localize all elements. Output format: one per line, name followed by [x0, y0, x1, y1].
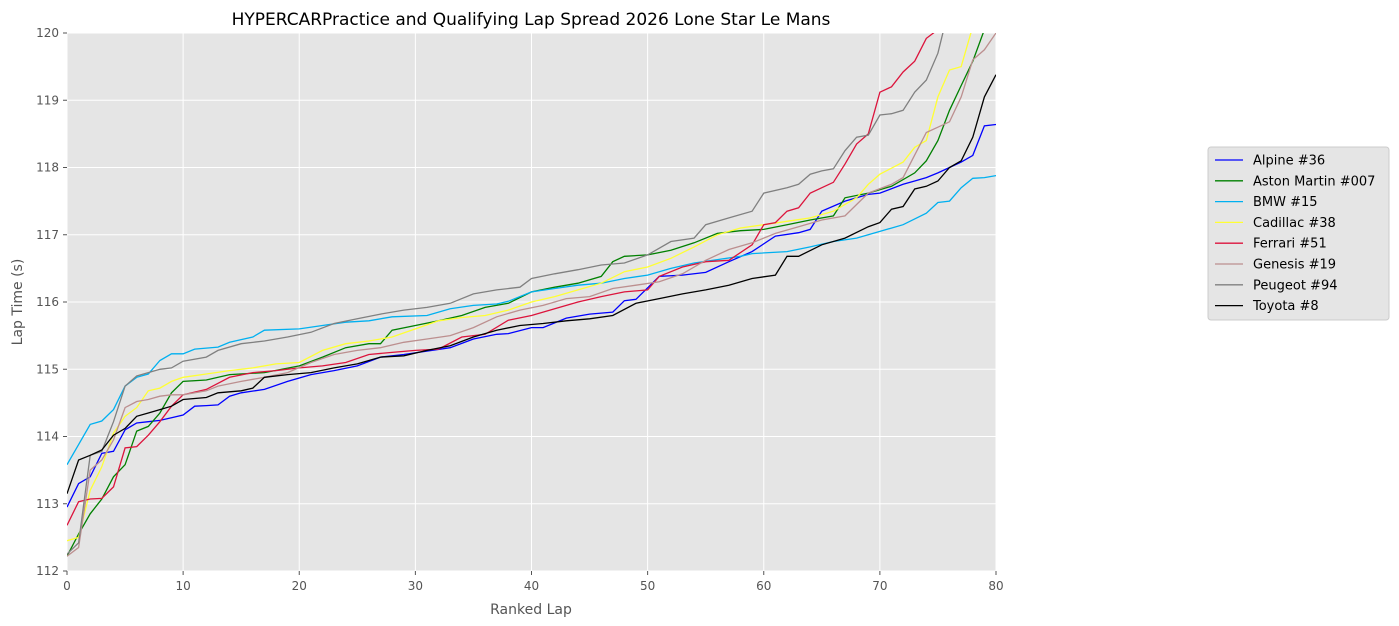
x-axis-label: Ranked Lap: [490, 602, 572, 618]
y-tick-label: 120: [36, 26, 59, 40]
y-tick-label: 115: [36, 362, 59, 376]
y-tick-label: 113: [36, 497, 59, 511]
y-tick-label: 116: [36, 295, 59, 309]
legend-entry: Cadillac #38: [1253, 216, 1336, 231]
x-tick-label: 80: [988, 579, 1003, 593]
series-line: [67, 33, 935, 526]
y-tick-label: 112: [36, 564, 59, 578]
series-lines: [67, 33, 996, 557]
y-tick-label: 118: [36, 161, 59, 175]
legend-entry: Ferrari #51: [1253, 237, 1327, 252]
legend-entry: BMW #15: [1253, 195, 1318, 210]
legend-entry: Toyota #8: [1252, 299, 1319, 314]
axis-ticks: 0 10 20 30 40 50 60 70 80 112 113 114 115 116 117 118 11…: [36, 26, 1004, 593]
x-tick-label: 0: [63, 579, 71, 593]
x-tick-label: 20: [292, 579, 307, 593]
series-line: [67, 123, 996, 508]
y-axis-label: Lap Time (s): [10, 259, 26, 346]
y-tick-label: 114: [36, 430, 59, 444]
x-tick-label: 60: [756, 579, 771, 593]
chart-title: HYPERCARPractice and Qualifying Lap Spre…: [232, 10, 831, 30]
legend-entry: Alpine #36: [1253, 154, 1325, 169]
x-tick-label: 30: [408, 579, 423, 593]
series-line: [67, 33, 996, 557]
y-tick-label: 117: [36, 228, 59, 242]
series-line: [67, 174, 996, 466]
x-tick-label: 10: [175, 579, 190, 593]
series-line: [67, 33, 972, 542]
legend-frame: [1207, 146, 1390, 321]
x-tick-label: 40: [524, 579, 539, 593]
legend-entry: Peugeot #94: [1253, 278, 1337, 293]
legend-entry: Genesis #19: [1253, 258, 1336, 273]
series-line: [67, 74, 996, 494]
legend-entry: Aston Martin #007: [1253, 174, 1375, 189]
x-tick-label: 70: [872, 579, 887, 593]
legend: Alpine #36 Aston Martin #007 BMW #15 Cadill…: [1207, 146, 1390, 321]
series-line: [67, 33, 944, 555]
y-tick-label: 119: [36, 93, 59, 107]
x-tick-label: 50: [640, 579, 655, 593]
